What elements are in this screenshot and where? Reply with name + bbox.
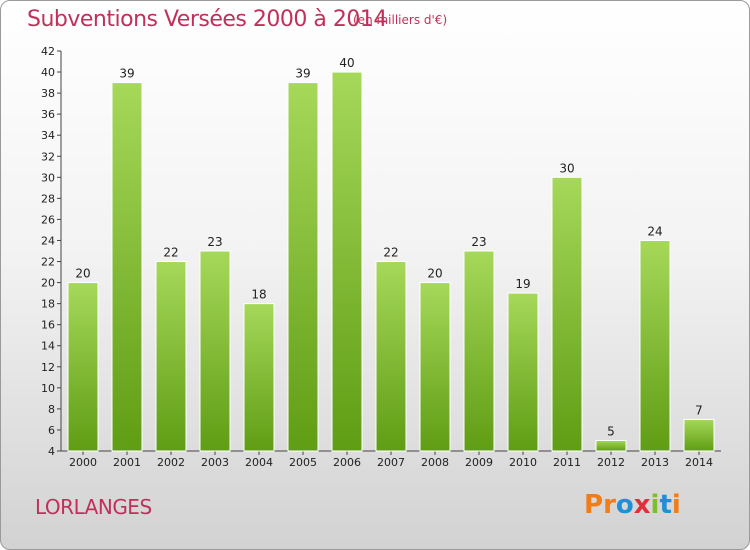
data-label-2001: 39 [119, 67, 134, 81]
y-tick-label: 42 [41, 45, 55, 58]
bar-2004 [243, 303, 275, 452]
data-label-2013: 24 [647, 224, 662, 238]
x-tick-label-2000: 2000 [69, 456, 97, 469]
data-label-2006: 40 [339, 56, 354, 70]
data-label-2007: 22 [383, 246, 398, 260]
y-tick-label: 8 [48, 403, 55, 416]
bar-2007 [375, 261, 407, 452]
y-tick-label: 12 [41, 361, 55, 374]
bar-2005 [287, 82, 319, 452]
bar-2006 [331, 71, 363, 452]
bar-2013 [639, 239, 671, 452]
y-tick-label: 10 [41, 382, 55, 395]
data-label-2002: 22 [163, 246, 178, 260]
logo-letter: r [603, 490, 616, 520]
bar-2000 [67, 282, 99, 452]
data-label-2000: 20 [75, 267, 90, 281]
y-tick-label: 30 [41, 171, 55, 184]
bar-2011 [551, 176, 583, 452]
labels: 20 2000 39 2001 22 2002 23 2003 18 2004 39 2005 40 20… [69, 56, 713, 469]
y-tick-label: 28 [41, 192, 55, 205]
y-tick-label: 40 [41, 66, 55, 79]
bar-2001 [111, 82, 143, 452]
y-tick-label: 6 [48, 424, 55, 437]
bar-2014 [683, 418, 715, 452]
y-tick-label: 26 [41, 213, 55, 226]
y-tick-label: 16 [41, 319, 55, 332]
data-label-2010: 19 [515, 277, 530, 291]
data-label-2005: 39 [295, 67, 310, 81]
y-tick-label: 20 [41, 277, 55, 290]
y-tick-label: 14 [41, 340, 55, 353]
x-tick-label-2008: 2008 [421, 456, 449, 469]
bar-2008 [419, 282, 451, 452]
y-tick-label: 24 [41, 234, 55, 247]
x-tick-label-2003: 2003 [201, 456, 229, 469]
data-label-2012: 5 [607, 424, 615, 438]
data-label-2008: 20 [427, 267, 442, 281]
bar-2009 [463, 250, 495, 452]
x-tick-label-2011: 2011 [553, 456, 581, 469]
y-tick-label: 32 [41, 150, 55, 163]
y-tick-label: 22 [41, 256, 55, 269]
x-tick-label-2009: 2009 [465, 456, 493, 469]
proxiti-logo[interactable]: Proxiti [584, 490, 681, 520]
y-tick-label: 38 [41, 87, 55, 100]
bar-2002 [155, 261, 187, 452]
chart-subtitle: (en milliers d'€) [353, 13, 448, 27]
data-label-2014: 7 [695, 403, 703, 417]
x-tick-label-2001: 2001 [113, 456, 141, 469]
y-tick-label: 34 [41, 129, 55, 142]
x-tick-label-2004: 2004 [245, 456, 273, 469]
x-tick-label-2012: 2012 [597, 456, 625, 469]
x-tick-label-2014: 2014 [685, 456, 713, 469]
data-label-2004: 18 [251, 288, 266, 302]
bars [67, 71, 715, 452]
logo-letter: i [671, 490, 681, 520]
logo-letter: x [633, 490, 651, 520]
x-tick-label-2010: 2010 [509, 456, 537, 469]
x-tick-label-2002: 2002 [157, 456, 185, 469]
bar-2010 [507, 292, 539, 452]
y-tick-label: 36 [41, 108, 55, 121]
y-tick-label: 18 [41, 298, 55, 311]
bar-2012 [595, 439, 627, 452]
logo-letter: P [584, 490, 604, 520]
x-tick-label-2013: 2013 [641, 456, 669, 469]
x-tick-label-2007: 2007 [377, 456, 405, 469]
x-tick-label-2006: 2006 [333, 456, 361, 469]
chart-title: Subventions Versées 2000 à 2014 [27, 7, 387, 32]
y-tick-label: 4 [48, 445, 55, 458]
logo-letter: i [650, 490, 660, 520]
bar-2003 [199, 250, 231, 452]
data-label-2011: 30 [559, 161, 574, 175]
commune-name: LORLANGES [35, 495, 152, 519]
axes: 4 6 8 10 12 14 16 18 20 22 24 26 28 30 32 34 36 38 40 42 [41, 45, 721, 458]
data-label-2009: 23 [471, 235, 486, 249]
logo-letter: o [615, 490, 634, 520]
logo-letter: t [659, 490, 672, 520]
data-label-2003: 23 [207, 235, 222, 249]
x-tick-label-2005: 2005 [289, 456, 317, 469]
